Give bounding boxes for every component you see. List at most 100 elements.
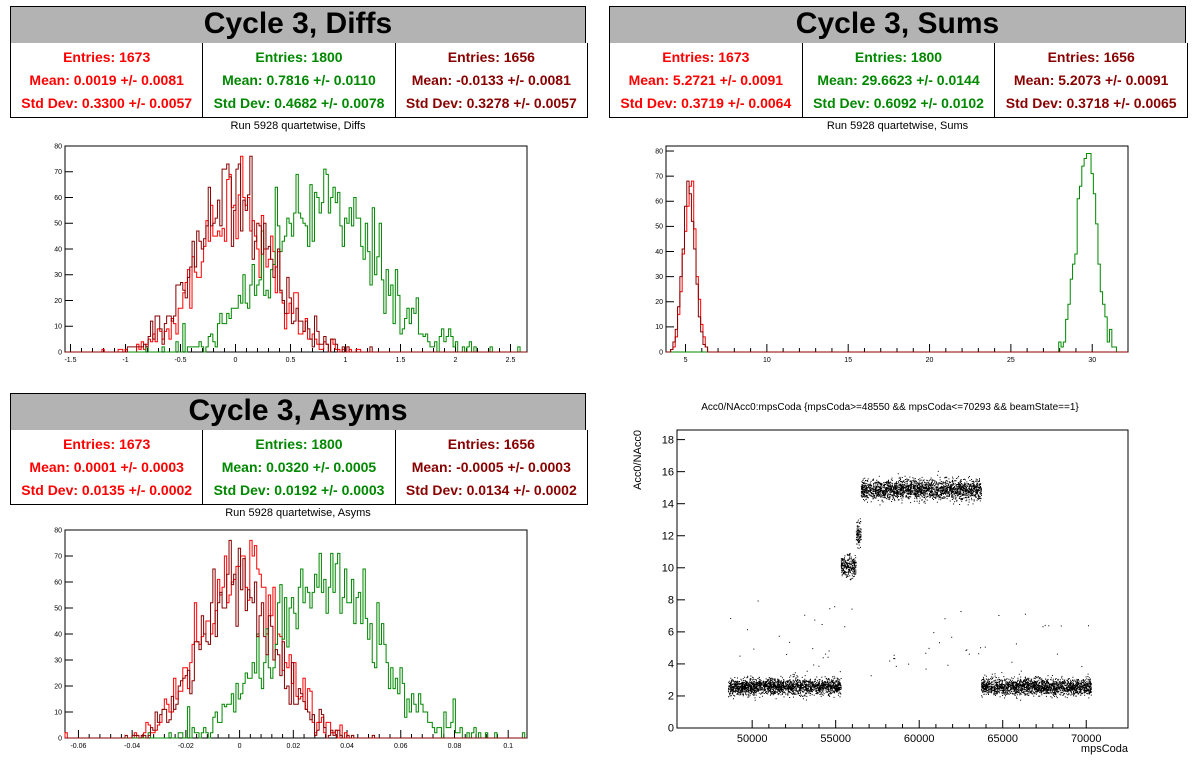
stat-std: Std Dev: 0.0134 +/- 0.0002	[405, 482, 577, 499]
sums-stats-box: Entries: 1673 Mean: 5.2721 +/- 0.0091 St…	[609, 43, 1188, 118]
x-tick-label: 10	[763, 357, 771, 364]
diffs-subtitle: Run 5928 quartetwise, Diffs	[230, 120, 366, 132]
y-tick-label: 12	[662, 530, 674, 542]
plot-3: 50000 55000 60000 65000 70000 0 2 4 6 8 10 12 14 16 18…	[632, 429, 1129, 755]
y-tick-label: 0	[58, 735, 62, 742]
x-tick-label: 0.1	[503, 743, 513, 750]
x-tick-label: 15	[844, 357, 852, 364]
x-tick-label: 30	[1088, 357, 1096, 364]
x-tick-label: 1	[344, 357, 348, 364]
y-tick-label: 70	[54, 169, 62, 176]
x-tick-label: 25	[1007, 357, 1015, 364]
x-tick-label: 20	[926, 357, 934, 364]
y-tick-label: 10	[662, 562, 674, 574]
scatter-segment-0	[727, 672, 842, 701]
plot-1: 5 10 15 20 25 30 0 10 20 30 40 50 60 70 80	[655, 145, 1129, 364]
stat-mean: Mean: 5.2721 +/- 0.0091	[628, 71, 784, 88]
asyms-stats-green: Entries: 1800 Mean: 0.0320 +/- 0.0005 St…	[203, 430, 396, 504]
asyms-stats-darkred: Entries: 1656 Mean: -0.0005 +/- 0.0003 S…	[396, 430, 587, 504]
x-tick-label: 0.02	[287, 743, 301, 750]
y-tick-label: 70	[655, 173, 663, 180]
histogram-series-2	[65, 539, 527, 739]
y-tick-label: 50	[655, 224, 663, 231]
y-tick-label: 0	[58, 349, 62, 356]
stat-std: Std Dev: 0.0192 +/- 0.0003	[213, 482, 385, 499]
x-tick-label: 2.5	[506, 357, 516, 364]
y-tick-label: 20	[655, 299, 663, 306]
x-tick-label: 5	[684, 357, 688, 364]
x-tick-label: 1.5	[396, 357, 406, 364]
y-tick-label: 60	[655, 199, 663, 206]
stat-entries: Entries: 1673	[63, 48, 151, 65]
x-tick-label: 50000	[737, 733, 768, 745]
x-axis-label: mpsCoda	[1081, 743, 1129, 755]
diffs-stats-darkred: Entries: 1656 Mean: -0.0133 +/- 0.0081 S…	[396, 43, 587, 117]
y-tick-label: 4	[668, 659, 674, 671]
sums-stats-green: Entries: 1800 Mean: 29.6623 +/- 0.0144 S…	[803, 43, 996, 117]
plot-0: -1.5 -1 -0.5 0 0.5 1 1.5 2 2.5 0 10 20 30 40 50 60 70 80	[54, 143, 528, 364]
diffs-title: Cycle 3, Diffs	[10, 6, 586, 44]
stat-entries: Entries: 1800	[255, 435, 343, 452]
y-tick-label: 2	[668, 691, 674, 703]
stat-std: Std Dev: 0.3300 +/- 0.0057	[21, 95, 193, 112]
stat-std: Std Dev: 0.3719 +/- 0.0064	[620, 95, 792, 112]
x-tick-label: 2	[454, 357, 458, 364]
y-tick-label: 80	[54, 527, 62, 534]
stat-mean: Mean: 0.0019 +/- 0.0081	[29, 71, 184, 88]
plot-frame	[64, 529, 528, 739]
y-tick-label: 70	[54, 553, 62, 560]
stat-entries: Entries: 1800	[255, 48, 343, 65]
stat-std: Std Dev: 0.4682 +/- 0.0078	[213, 95, 385, 112]
scatter-segment-1	[840, 553, 857, 581]
asyms-subtitle: Run 5928 quartetwise, Asyms	[225, 507, 371, 519]
stat-std: Std Dev: 0.6092 +/- 0.0102	[813, 95, 984, 112]
scatter-outliers	[730, 600, 1089, 677]
y-tick-label: 40	[54, 246, 62, 253]
y-tick-label: 0	[659, 349, 663, 356]
y-tick-label: 60	[54, 579, 62, 586]
scatter-segment-2	[855, 518, 862, 549]
asyms-stats-box: Entries: 1673 Mean: 0.0001 +/- 0.0003 St…	[10, 430, 588, 505]
histogram-series-0	[64, 539, 527, 739]
histogram-series-0	[666, 180, 1128, 353]
x-tick-label: 0.06	[394, 743, 408, 750]
y-tick-label: 50	[54, 221, 62, 228]
stat-entries: Entries: 1673	[63, 435, 151, 452]
histogram-series-2	[65, 155, 527, 353]
stat-mean: Mean: 0.0001 +/- 0.0003	[29, 458, 184, 475]
x-tick-label: -1	[122, 357, 128, 364]
stat-std: Std Dev: 0.3278 +/- 0.0057	[405, 95, 577, 112]
x-tick-label: 0	[238, 743, 242, 750]
x-tick-label: 65000	[987, 733, 1018, 745]
scatter-segment-4	[981, 672, 1092, 701]
y-tick-label: 14	[662, 498, 674, 510]
stat-mean: Mean: 5.2073 +/- 0.0091	[1013, 71, 1169, 88]
y-tick-label: 0	[668, 723, 674, 735]
x-tick-label: -0.5	[174, 357, 186, 364]
stat-entries: Entries: 1656	[1047, 48, 1135, 65]
histogram-series-1	[65, 552, 527, 739]
stat-std: Std Dev: 0.0135 +/- 0.0002	[21, 482, 193, 499]
y-tick-label: 10	[54, 709, 62, 716]
x-tick-label: -0.02	[178, 743, 194, 750]
x-tick-label: 55000	[820, 733, 851, 745]
stat-entries: Entries: 1656	[447, 48, 535, 65]
sums-stats-red: Entries: 1673 Mean: 5.2721 +/- 0.0091 St…	[610, 43, 803, 117]
x-tick-label: 0	[234, 357, 238, 364]
y-axis-label: Acc0/NAcc0	[632, 430, 644, 490]
stat-mean: Mean: 0.7816 +/- 0.0110	[222, 71, 376, 88]
stat-mean: Mean: 0.0320 +/- 0.0005	[221, 458, 377, 475]
y-tick-label: 60	[54, 195, 62, 202]
x-tick-label: 60000	[904, 733, 935, 745]
stat-std: Std Dev: 0.3718 +/- 0.0065	[1005, 95, 1177, 112]
x-tick-label: 70000	[1071, 733, 1102, 745]
diffs-stats-box: Entries: 1673 Mean: 0.0019 +/- 0.0081 St…	[10, 43, 588, 118]
x-tick-label: 0.04	[340, 743, 354, 750]
y-tick-label: 40	[54, 631, 62, 638]
y-tick-label: 10	[54, 324, 62, 331]
y-tick-label: 30	[54, 272, 62, 279]
stat-entries: Entries: 1800	[854, 48, 943, 65]
y-tick-label: 18	[662, 434, 674, 446]
stat-mean: Mean: 29.6623 +/- 0.0144	[817, 71, 980, 88]
